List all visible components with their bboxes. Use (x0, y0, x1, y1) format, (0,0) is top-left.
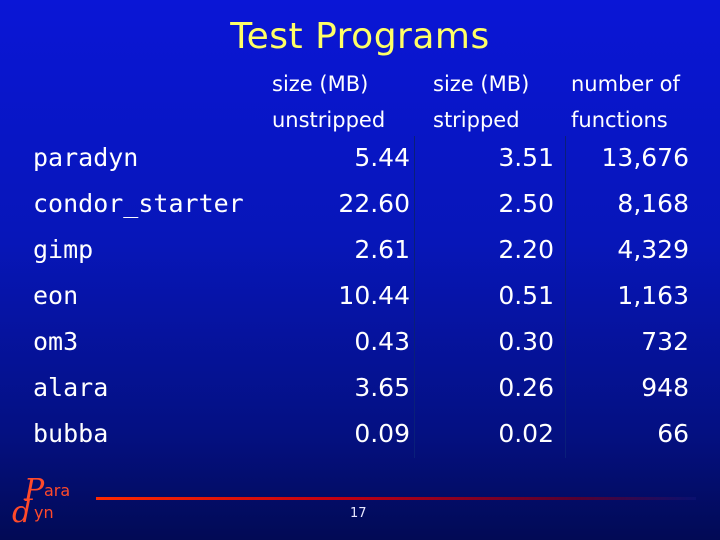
header-stripped-line2: stripped (433, 108, 520, 132)
header-unstripped: size (MB) unstripped (272, 66, 385, 138)
header-functions-line1: number of (571, 72, 680, 96)
size-stripped: 0.30 (498, 327, 554, 356)
logo-letter-d: d (12, 495, 31, 530)
size-stripped: 0.02 (498, 419, 554, 448)
table-row: paradyn 5.44 3.51 13,676 (0, 135, 720, 181)
program-name: paradyn (33, 143, 139, 172)
logo-letter-p: P (23, 473, 45, 508)
function-count: 66 (657, 419, 689, 448)
header-functions: number of functions (571, 66, 680, 138)
program-name: gimp (33, 235, 94, 264)
paradyn-logo-icon: P ara d yn (10, 470, 100, 530)
function-count: 8,168 (617, 189, 689, 218)
table-row: om3 0.43 0.30 732 (0, 319, 720, 365)
header-unstripped-line1: size (MB) (272, 72, 369, 96)
size-stripped: 0.51 (498, 281, 554, 310)
header-stripped-line1: size (MB) (433, 72, 530, 96)
function-count: 4,329 (617, 235, 689, 264)
size-stripped: 2.50 (498, 189, 554, 218)
size-stripped: 2.20 (498, 235, 554, 264)
size-stripped: 3.51 (498, 143, 554, 172)
function-count: 948 (641, 373, 689, 402)
size-unstripped: 5.44 (354, 143, 410, 172)
program-name: om3 (33, 327, 79, 356)
program-name: alara (33, 373, 109, 402)
table-row: gimp 2.61 2.20 4,329 (0, 227, 720, 273)
column-divider (565, 136, 566, 458)
program-name: eon (33, 281, 79, 310)
logo-text-yn: yn (34, 503, 54, 522)
size-unstripped: 0.43 (354, 327, 410, 356)
size-unstripped: 2.61 (354, 235, 410, 264)
table-row: eon 10.44 0.51 1,163 (0, 273, 720, 319)
page-number: 17 (350, 506, 367, 521)
function-count: 1,163 (617, 281, 689, 310)
table-row: alara 3.65 0.26 948 (0, 365, 720, 411)
footer-divider (96, 497, 696, 500)
header-stripped: size (MB) stripped (433, 66, 529, 138)
table-row: bubba 0.09 0.02 66 (0, 411, 720, 457)
column-divider (414, 136, 415, 458)
slide-title: Test Programs (230, 16, 490, 57)
size-unstripped: 3.65 (354, 373, 410, 402)
header-functions-line2: functions (571, 108, 668, 132)
size-stripped: 0.26 (498, 373, 554, 402)
program-name: bubba (33, 419, 109, 448)
size-unstripped: 22.60 (338, 189, 410, 218)
size-unstripped: 0.09 (354, 419, 410, 448)
function-count: 13,676 (601, 143, 689, 172)
header-unstripped-line2: unstripped (272, 108, 386, 132)
function-count: 732 (641, 327, 689, 356)
size-unstripped: 10.44 (338, 281, 410, 310)
table-row: condor_starter 22.60 2.50 8,168 (0, 181, 720, 227)
logo-text-ara: ara (44, 481, 70, 500)
program-name: condor_starter (33, 189, 244, 218)
